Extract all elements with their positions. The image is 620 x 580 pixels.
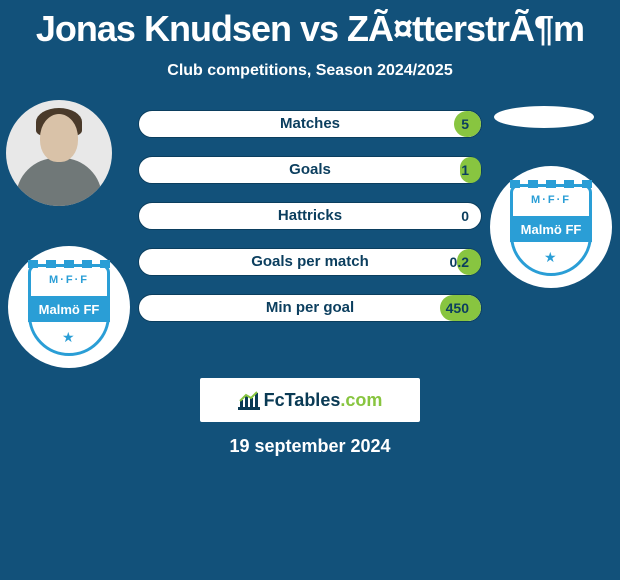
stat-value-right: 5 <box>461 111 469 137</box>
brand-box: FcTables.com <box>200 378 420 422</box>
stat-value-right: 1 <box>461 157 469 183</box>
stat-row: Goals1 <box>138 156 482 184</box>
stats-bars: Matches5Goals1Hattricks0Goals per match0… <box>138 110 482 340</box>
club-short-left: M·F·F <box>8 274 130 286</box>
stat-label: Min per goal <box>139 295 481 321</box>
stat-row: Min per goal450 <box>138 294 482 322</box>
club-name-left: Malmö FF <box>28 296 110 322</box>
player-photo-right <box>494 106 594 128</box>
date-text: 19 september 2024 <box>0 436 620 457</box>
chart-icon <box>238 390 260 410</box>
club-short-right: M·F·F <box>490 194 612 206</box>
stat-value-right: 0 <box>461 203 469 229</box>
player-photo-left <box>6 100 112 206</box>
stat-value-right: 450 <box>446 295 469 321</box>
stat-label: Goals per match <box>139 249 481 275</box>
star-icon: ★ <box>62 330 76 344</box>
stat-row: Goals per match0.2 <box>138 248 482 276</box>
stat-row: Hattricks0 <box>138 202 482 230</box>
brand-text: FcTables.com <box>264 390 383 411</box>
stat-label: Goals <box>139 157 481 183</box>
stat-label: Hattricks <box>139 203 481 229</box>
comparison-area: M·F·F Malmö FF ★ M·F·F Malmö FF ★ Matche… <box>0 110 620 410</box>
club-name-right: Malmö FF <box>510 216 592 242</box>
brand-domain: .com <box>340 390 382 410</box>
stat-row: Matches5 <box>138 110 482 138</box>
club-logo-left: M·F·F Malmö FF ★ <box>8 246 130 368</box>
stat-label: Matches <box>139 111 481 137</box>
subtitle: Club competitions, Season 2024/2025 <box>0 62 620 80</box>
brand-name: FcTables <box>264 390 341 410</box>
star-icon: ★ <box>544 250 558 264</box>
stat-value-right: 0.2 <box>450 249 469 275</box>
page-title: Jonas Knudsen vs ZÃ¤tterstrÃ¶m <box>0 0 620 50</box>
club-logo-right: M·F·F Malmö FF ★ <box>490 166 612 288</box>
